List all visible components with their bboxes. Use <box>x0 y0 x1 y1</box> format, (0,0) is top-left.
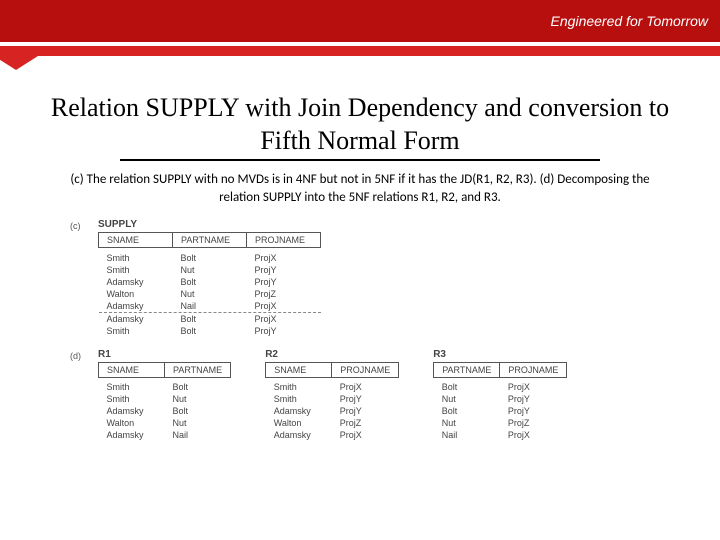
part-c-wrap: (c) SUPPLY SNAMEPARTNAMEPROJNAME SmithBol… <box>70 219 696 337</box>
supply-header-cell: PROJNAME <box>247 233 321 248</box>
nf-table: PARTNAMEPROJNAME BoltProjXNutProjYBoltPro… <box>433 362 567 442</box>
nf-row: BoltProjY <box>434 405 567 417</box>
nf-header-cell: SNAME <box>266 362 332 377</box>
nf-table: SNAMEPARTNAME SmithBoltSmithNutAdamskyBol… <box>98 362 231 442</box>
nf-header-cell: PARTNAME <box>165 362 231 377</box>
slide-title: Relation SUPPLY with Join Dependency and… <box>24 92 696 157</box>
accent-notch <box>0 56 38 70</box>
supply-row: AdamskyBoltProjX <box>99 313 321 325</box>
supply-table: SNAMEPARTNAMEPROJNAMESmithBoltProjXSmith… <box>98 232 321 337</box>
supply-row: AdamskyNailProjX <box>99 300 321 312</box>
nf-tables-row: R1SNAMEPARTNAMESmithBoltSmithNutAdamskyB… <box>98 349 567 442</box>
nf-row: NailProjX <box>434 429 567 441</box>
nf-table-block: R1 SNAMEPARTNAME SmithBoltSmithNutAdamskyB… <box>98 349 231 442</box>
supply-name: SUPPLY <box>98 219 321 230</box>
nf-header-cell: SNAME <box>99 362 165 377</box>
brand-text: Engineered for Tomorrow <box>551 13 708 29</box>
nf-row: SmithProjY <box>266 393 399 405</box>
nf-table-block: R2SNAMEPROJNAMESmithProjXSmithProjYAdams… <box>265 349 399 442</box>
nf-header-cell: PARTNAME <box>434 362 500 377</box>
supply-block: SUPPLY SNAMEPARTNAMEPROJNAME SmithBoltPro… <box>98 219 321 337</box>
supply-row: SmithBoltProjY <box>99 325 321 337</box>
part-c-label: (c) <box>70 219 92 337</box>
supply-body: SNAMEPARTNAMEPROJNAMESmithBoltProjXSmith… <box>98 232 321 337</box>
nf-row: SmithNut <box>99 393 231 405</box>
part-d-wrap: (d) R1SNAMEPARTNAMESmithBoltSmithNutAdam… <box>70 349 696 442</box>
nf-table-block: R3 PARTNAMEPROJNAME BoltProjXNutProjYBoltP… <box>433 349 567 442</box>
description-text: (c) The relation SUPPLY with no MVDs is … <box>58 171 662 207</box>
nf-row: SmithProjX <box>266 381 399 393</box>
supply-header-cell: SNAME <box>99 233 173 248</box>
slide-content: Relation SUPPLY with Join Dependency and… <box>0 56 720 451</box>
supply-row: SmithBoltProjX <box>99 252 321 264</box>
title-line-1: Relation SUPPLY with Join Dependency and… <box>51 93 669 122</box>
nf-header-cell: PROJNAME <box>332 362 399 377</box>
supply-row: WaltonNutProjZ <box>99 288 321 300</box>
nf-header-cell: PROJNAME <box>500 362 567 377</box>
accent-bar <box>0 46 720 56</box>
nf-table: SNAMEPROJNAMESmithProjXSmithProjYAdamsky… <box>265 362 399 442</box>
nf-row: NutProjZ <box>434 417 567 429</box>
supply-row: SmithNutProjY <box>99 264 321 276</box>
nf-table-name: R2 <box>265 349 399 360</box>
nf-table-name: R3 <box>433 349 567 360</box>
nf-row: WaltonProjZ <box>266 417 399 429</box>
nf-row: WaltonNut <box>99 417 231 429</box>
nf-table-name: R1 <box>98 349 231 360</box>
header-bar: Engineered for Tomorrow <box>0 0 720 42</box>
title-line-2: Fifth Normal Form <box>260 126 459 155</box>
supply-row: AdamskyBoltProjY <box>99 276 321 288</box>
title-underline <box>120 159 600 161</box>
nf-row: AdamskyBolt <box>99 405 231 417</box>
figure-area: (c) SUPPLY SNAMEPARTNAMEPROJNAMESmithBol… <box>24 219 696 441</box>
nf-row: AdamskyProjY <box>266 405 399 417</box>
nf-row: BoltProjX <box>434 381 567 393</box>
nf-row: AdamskyNail <box>99 429 231 441</box>
supply-header-cell: PARTNAME <box>173 233 247 248</box>
part-d-label: (d) <box>70 349 92 361</box>
nf-row: AdamskyProjX <box>266 429 399 441</box>
nf-row: NutProjY <box>434 393 567 405</box>
nf-row: SmithBolt <box>99 381 231 393</box>
